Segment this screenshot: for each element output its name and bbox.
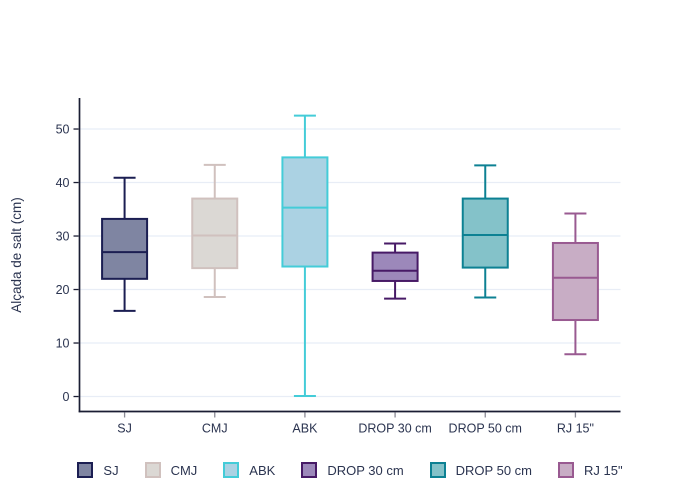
y-tick-label: 30 (56, 230, 70, 244)
legend-label: DROP 50 cm (455, 462, 532, 478)
x-tick-label: CMJ (202, 422, 228, 436)
legend-item-1[interactable]: CMJ (144, 462, 198, 478)
legend-swatch-icon (301, 462, 318, 478)
x-tick-label: RJ 15" (557, 422, 594, 436)
iqr-box (371, 251, 419, 282)
legend-label: CMJ (170, 462, 198, 478)
box-trace-2[interactable] (281, 114, 329, 397)
legend-swatch-icon (558, 462, 574, 478)
legend-item-4[interactable]: DROP 50 cm (429, 462, 532, 478)
legend-item-2[interactable]: ABK (223, 462, 275, 478)
box-trace-1[interactable] (191, 163, 239, 299)
iqr-box (551, 241, 599, 322)
iqr-box (461, 197, 509, 269)
iqr-box (101, 217, 149, 280)
y-tick-label: 40 (56, 176, 70, 190)
legend-label: RJ 15" (584, 462, 623, 478)
box-trace-0[interactable] (101, 176, 149, 312)
legend-swatch-icon (429, 462, 446, 478)
y-axis-title: Alçada de salt (cm) (9, 197, 24, 313)
x-tick-label: ABK (292, 422, 318, 436)
legend-swatch-icon (223, 462, 240, 478)
y-tick-label: 10 (56, 337, 70, 351)
box-trace-4[interactable] (461, 164, 509, 299)
chart-legend: SJ CMJ ABK DROP 30 cm DROP 50 cm RJ 15" (0, 456, 700, 484)
boxplot-canvas: 0 10 20 30 40 50 SJ CMJ ABK DROP 30 cm DROP 50 cm R… (9, 98, 621, 436)
legend-label: ABK (249, 462, 276, 478)
y-tick-label: 20 (56, 283, 70, 297)
x-tick-label: DROP 50 cm (449, 422, 522, 436)
legend-label: SJ (103, 462, 119, 478)
y-tick-label: 0 (63, 390, 70, 404)
legend-item-5[interactable]: RJ 15" (558, 462, 623, 478)
x-tick-label: SJ (117, 422, 132, 436)
legend-item-0[interactable]: SJ (77, 462, 119, 478)
x-tick-label: DROP 30 cm (358, 422, 431, 436)
box-trace-3[interactable] (371, 242, 419, 300)
legend-swatch-icon (144, 462, 161, 478)
legend-swatch-icon (77, 462, 94, 478)
legend-item-3[interactable]: DROP 30 cm (301, 462, 404, 478)
iqr-box (281, 156, 329, 268)
box-trace-5[interactable] (551, 212, 599, 356)
iqr-box (191, 197, 239, 270)
legend-label: DROP 30 cm (327, 462, 404, 478)
y-tick-label: 50 (56, 123, 70, 137)
